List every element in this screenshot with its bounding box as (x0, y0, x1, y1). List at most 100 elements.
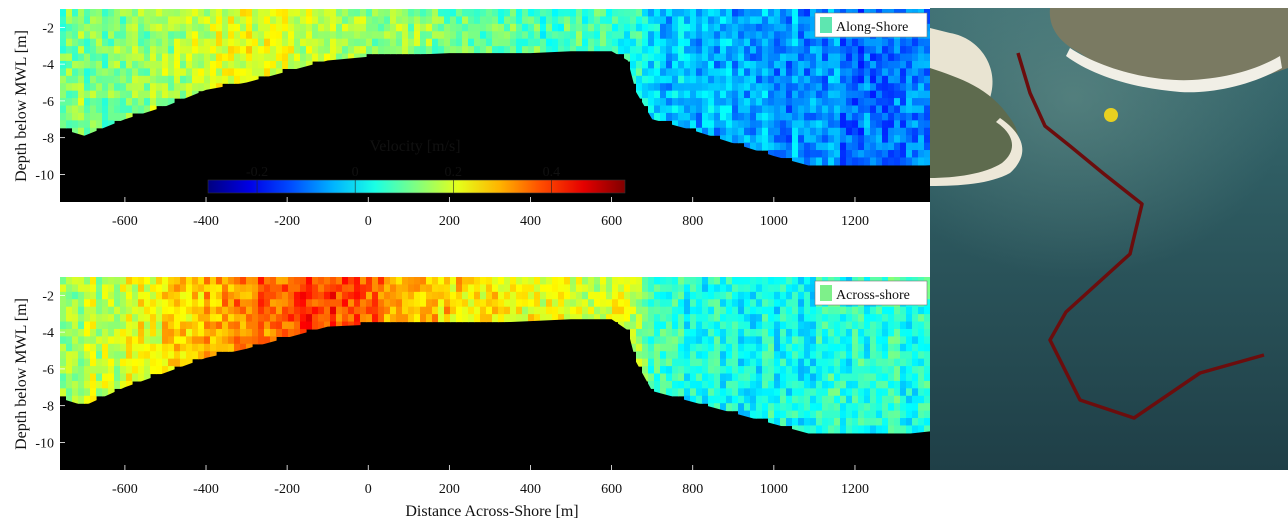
velocity-cell (414, 31, 421, 40)
velocity-cell (510, 38, 517, 47)
velocity-cell (762, 23, 769, 32)
velocity-cell (72, 83, 79, 92)
velocity-cell (84, 68, 91, 77)
velocity-cell (162, 343, 169, 352)
velocity-cell (516, 306, 523, 315)
velocity-cell (660, 38, 667, 47)
velocity-cell (600, 23, 607, 32)
velocity-cell (774, 120, 781, 129)
velocity-cell (354, 38, 361, 47)
velocity-cell (264, 23, 271, 32)
velocity-cell (792, 75, 799, 84)
velocity-cell (438, 16, 445, 25)
velocity-cell (126, 38, 133, 47)
velocity-cell (600, 38, 607, 47)
velocity-cell (336, 53, 343, 62)
velocity-cell (168, 53, 175, 62)
velocity-cell (138, 336, 145, 345)
velocity-cell (894, 83, 901, 92)
velocity-cell (726, 90, 733, 99)
velocity-cell (768, 23, 775, 32)
velocity-cell (738, 380, 745, 389)
velocity-cell (114, 284, 121, 293)
velocity-cell (876, 157, 883, 166)
velocity-cell (630, 321, 637, 330)
velocity-cell (612, 314, 619, 323)
velocity-cell (192, 299, 199, 308)
velocity-cell (576, 291, 583, 300)
velocity-cell (666, 328, 673, 337)
velocity-cell (792, 135, 799, 144)
velocity-cell (672, 98, 679, 107)
velocity-cell (894, 425, 901, 434)
velocity-cell (810, 135, 817, 144)
velocity-cell (270, 314, 277, 323)
velocity-cell (156, 23, 163, 32)
velocity-cell (192, 16, 199, 25)
velocity-cell (126, 90, 133, 99)
velocity-cell (876, 83, 883, 92)
velocity-cell (192, 9, 199, 18)
velocity-cell (282, 16, 289, 25)
velocity-cell (888, 418, 895, 427)
velocity-cell (786, 112, 793, 121)
velocity-cell (522, 9, 529, 18)
velocity-cell (858, 90, 865, 99)
velocity-cell (354, 9, 361, 18)
velocity-cell (66, 90, 73, 99)
velocity-cell (204, 83, 211, 92)
velocity-cell (492, 16, 499, 25)
velocity-cell (648, 105, 655, 114)
velocity-cell (228, 314, 235, 323)
velocity-cell (774, 299, 781, 308)
velocity-cell (390, 38, 397, 47)
velocity-cell (156, 314, 163, 323)
velocity-cell (90, 395, 97, 404)
velocity-cell (834, 343, 841, 352)
velocity-cell (516, 31, 523, 40)
velocity-cell (378, 46, 385, 55)
velocity-cell (792, 98, 799, 107)
velocity-cell (108, 373, 115, 382)
velocity-cell (804, 83, 811, 92)
velocity-cell (564, 314, 571, 323)
velocity-cell (678, 68, 685, 77)
velocity-cell (792, 425, 799, 434)
velocity-cell (198, 46, 205, 55)
velocity-cell (576, 314, 583, 323)
velocity-cell (168, 16, 175, 25)
velocity-cell (906, 98, 913, 107)
velocity-cell (666, 90, 673, 99)
velocity-cell (636, 53, 643, 62)
velocity-cell (648, 321, 655, 330)
velocity-cell (684, 321, 691, 330)
velocity-cell (804, 23, 811, 32)
velocity-cell (666, 9, 673, 18)
velocity-cell (834, 425, 841, 434)
x-tick-label: 1000 (760, 214, 788, 229)
velocity-cell (732, 336, 739, 345)
velocity-cell (726, 112, 733, 121)
velocity-cell (96, 351, 103, 360)
velocity-cell (468, 284, 475, 293)
velocity-cell (516, 9, 523, 18)
velocity-cell (792, 306, 799, 315)
velocity-cell (690, 68, 697, 77)
velocity-cell (492, 314, 499, 323)
velocity-cell (732, 9, 739, 18)
velocity-cell (72, 380, 79, 389)
velocity-cell (684, 46, 691, 55)
velocity-cell (804, 142, 811, 151)
velocity-cell (252, 336, 259, 345)
velocity-cell (378, 9, 385, 18)
velocity-cell (438, 284, 445, 293)
velocity-cell (162, 23, 169, 32)
velocity-cell (186, 314, 193, 323)
velocity-cell (906, 425, 913, 434)
velocity-cell (210, 23, 217, 32)
velocity-cell (864, 343, 871, 352)
velocity-cell (708, 75, 715, 84)
velocity-cell (372, 284, 379, 293)
velocity-cell (240, 291, 247, 300)
velocity-cell (480, 306, 487, 315)
